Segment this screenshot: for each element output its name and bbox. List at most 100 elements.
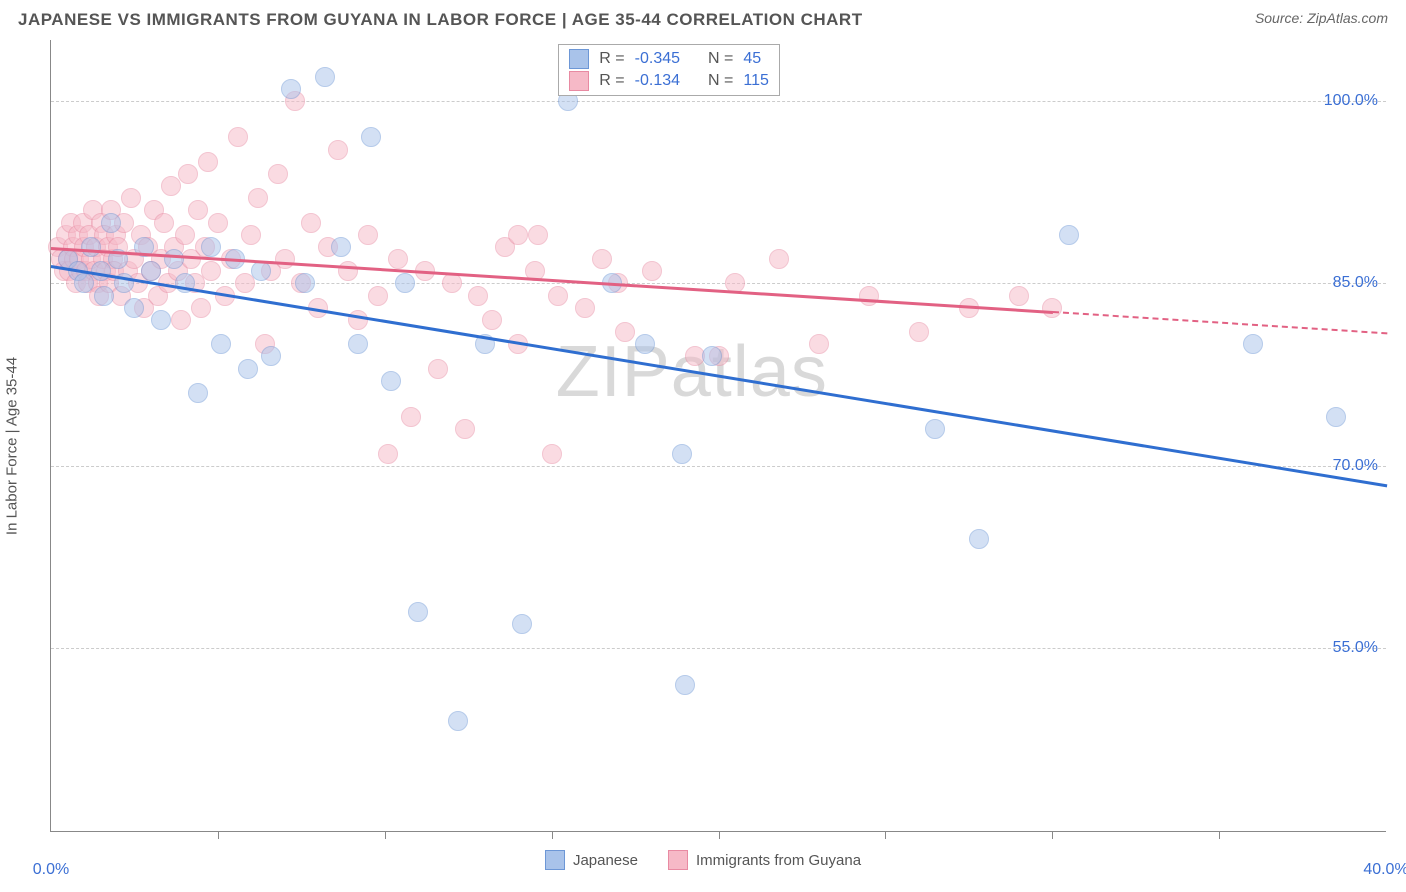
data-point [261, 346, 281, 366]
n-label: N = [708, 50, 733, 68]
r-value: -0.345 [635, 50, 680, 68]
legend-stat-row: R = -0.134 N = 115 [569, 71, 769, 91]
data-point [428, 359, 448, 379]
data-point [592, 249, 612, 269]
data-point [331, 237, 351, 257]
data-point [328, 140, 348, 160]
x-tick [719, 831, 720, 839]
data-point [672, 444, 692, 464]
title-bar: JAPANESE VS IMMIGRANTS FROM GUYANA IN LA… [0, 0, 1406, 36]
data-point [275, 249, 295, 269]
data-point [408, 602, 428, 622]
y-axis-label: In Labor Force | Age 35-44 [4, 357, 21, 535]
data-point [642, 261, 662, 281]
y-tick-label: 85.0% [1333, 274, 1378, 292]
data-point [101, 213, 121, 233]
data-point [1042, 298, 1062, 318]
x-tick [385, 831, 386, 839]
data-point [395, 273, 415, 293]
data-point [809, 334, 829, 354]
data-point [381, 371, 401, 391]
data-point [1243, 334, 1263, 354]
data-point [201, 261, 221, 281]
correlation-legend: R = -0.345 N = 45 R = -0.134 N = 115 [558, 44, 780, 96]
data-point [121, 188, 141, 208]
data-point [468, 286, 488, 306]
legend-item: Japanese [545, 850, 638, 870]
data-point [154, 213, 174, 233]
r-label: R = [599, 72, 624, 90]
data-point [615, 322, 635, 342]
data-point [175, 225, 195, 245]
legend-swatch [569, 71, 589, 91]
data-point [241, 225, 261, 245]
data-point [178, 164, 198, 184]
data-point [378, 444, 398, 464]
data-point [251, 261, 271, 281]
data-point [442, 273, 462, 293]
n-label: N = [708, 72, 733, 90]
data-point [188, 383, 208, 403]
data-point [268, 164, 288, 184]
data-point [201, 237, 221, 257]
data-point [171, 310, 191, 330]
data-point [1059, 225, 1079, 245]
chart-title: JAPANESE VS IMMIGRANTS FROM GUYANA IN LA… [18, 10, 863, 30]
data-point [248, 188, 268, 208]
data-point [208, 213, 228, 233]
data-point [508, 225, 528, 245]
y-tick-label: 55.0% [1333, 639, 1378, 657]
legend-item: Immigrants from Guyana [668, 850, 861, 870]
data-point [925, 419, 945, 439]
legend-swatch [569, 49, 589, 69]
y-tick-label: 70.0% [1333, 457, 1378, 475]
data-point [81, 237, 101, 257]
plot-surface: ZIPatlas 55.0%70.0%85.0%100.0%0.0%40.0% [51, 40, 1386, 831]
data-point [909, 322, 929, 342]
legend-swatch [668, 850, 688, 870]
data-point [548, 286, 568, 306]
data-point [141, 261, 161, 281]
data-point [124, 298, 144, 318]
chart-area: ZIPatlas 55.0%70.0%85.0%100.0%0.0%40.0% … [50, 40, 1386, 832]
data-point [151, 310, 171, 330]
data-point [401, 407, 421, 427]
data-point [94, 286, 114, 306]
source-label: Source: ZipAtlas.com [1255, 10, 1388, 26]
series-legend: Japanese Immigrants from Guyana [0, 850, 1406, 870]
data-point [348, 334, 368, 354]
gridline [51, 466, 1386, 467]
data-point [211, 334, 231, 354]
data-point [388, 249, 408, 269]
data-point [338, 261, 358, 281]
data-point [238, 359, 258, 379]
x-tick [1052, 831, 1053, 839]
r-value: -0.134 [635, 72, 680, 90]
data-point [281, 79, 301, 99]
data-point [969, 529, 989, 549]
data-point [74, 273, 94, 293]
n-value: 45 [743, 50, 761, 68]
n-value: 115 [743, 72, 769, 90]
data-point [1326, 407, 1346, 427]
legend-swatch [545, 850, 565, 870]
data-point [455, 419, 475, 439]
data-point [702, 346, 722, 366]
x-tick [1219, 831, 1220, 839]
r-label: R = [599, 50, 624, 68]
data-point [361, 127, 381, 147]
data-point [315, 67, 335, 87]
data-point [368, 286, 388, 306]
trend-line [1053, 311, 1387, 334]
data-point [528, 225, 548, 245]
data-point [1009, 286, 1029, 306]
data-point [859, 286, 879, 306]
data-point [235, 273, 255, 293]
data-point [448, 711, 468, 731]
x-tick [885, 831, 886, 839]
data-point [512, 614, 532, 634]
data-point [295, 273, 315, 293]
legend-label: Immigrants from Guyana [696, 852, 861, 869]
data-point [191, 298, 211, 318]
legend-stat-row: R = -0.345 N = 45 [569, 49, 769, 69]
